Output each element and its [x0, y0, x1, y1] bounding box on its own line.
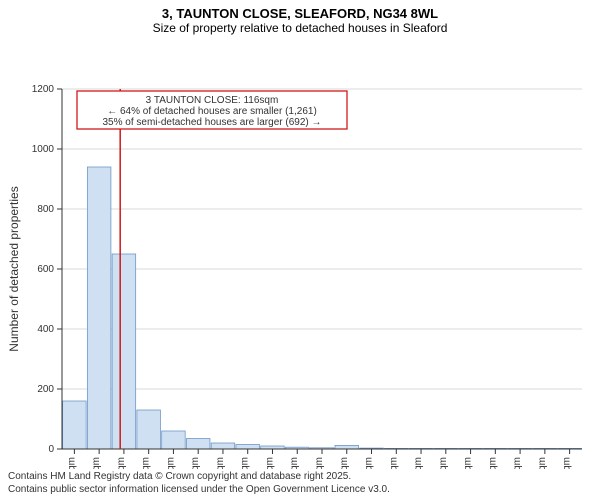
histogram-chart: 0 200 400 600 800 1000 1200 26sqm 68sqm 109sqm 151… — [0, 39, 600, 469]
chart-container: 3, TAUNTON CLOSE, SLEAFORD, NG34 8WL Siz… — [0, 0, 600, 500]
svg-text:26sqm: 26sqm — [66, 457, 77, 469]
svg-text:0: 0 — [48, 444, 54, 455]
svg-text:442sqm: 442sqm — [314, 457, 325, 469]
svg-text:567sqm: 567sqm — [388, 457, 399, 469]
svg-text:68sqm: 68sqm — [91, 457, 102, 469]
svg-text:733sqm: 733sqm — [487, 457, 498, 469]
svg-text:276sqm: 276sqm — [215, 457, 226, 469]
svg-text:109sqm: 109sqm — [116, 457, 127, 469]
page-title: 3, TAUNTON CLOSE, SLEAFORD, NG34 8WL — [0, 0, 600, 21]
svg-text:Number of detached properties: Number of detached properties — [7, 186, 21, 351]
svg-text:800: 800 — [37, 204, 54, 215]
svg-text:692sqm: 692sqm — [463, 457, 474, 469]
footer-line-1: Contains HM Land Registry data © Crown c… — [8, 471, 390, 484]
svg-text:775sqm: 775sqm — [512, 457, 523, 469]
svg-text:400sqm: 400sqm — [289, 457, 300, 469]
svg-text:359sqm: 359sqm — [264, 457, 275, 469]
svg-text:← 64% of detached houses are s: ← 64% of detached houses are smaller (1,… — [107, 106, 317, 117]
svg-text:400: 400 — [37, 324, 54, 335]
svg-text:151sqm: 151sqm — [141, 457, 152, 469]
page-subtitle: Size of property relative to detached ho… — [0, 21, 600, 39]
svg-text:1000: 1000 — [32, 144, 55, 155]
svg-text:525sqm: 525sqm — [364, 457, 375, 469]
svg-text:35% of semi-detached houses ar: 35% of semi-detached houses are larger (… — [102, 117, 321, 128]
svg-text:200: 200 — [37, 384, 54, 395]
svg-text:600: 600 — [37, 264, 54, 275]
svg-text:3 TAUNTON CLOSE: 116sqm: 3 TAUNTON CLOSE: 116sqm — [146, 95, 279, 106]
footer-line-2: Contains public sector information licen… — [8, 484, 390, 497]
svg-text:484sqm: 484sqm — [339, 457, 350, 469]
svg-text:608sqm: 608sqm — [413, 457, 424, 469]
svg-text:192sqm: 192sqm — [165, 457, 176, 469]
svg-text:858sqm: 858sqm — [562, 457, 573, 469]
svg-text:650sqm: 650sqm — [438, 457, 449, 469]
footer-attribution: Contains HM Land Registry data © Crown c… — [8, 471, 390, 496]
svg-text:1200: 1200 — [32, 84, 55, 95]
svg-text:234sqm: 234sqm — [190, 457, 201, 469]
svg-text:816sqm: 816sqm — [537, 457, 548, 469]
svg-text:317sqm: 317sqm — [240, 457, 251, 469]
